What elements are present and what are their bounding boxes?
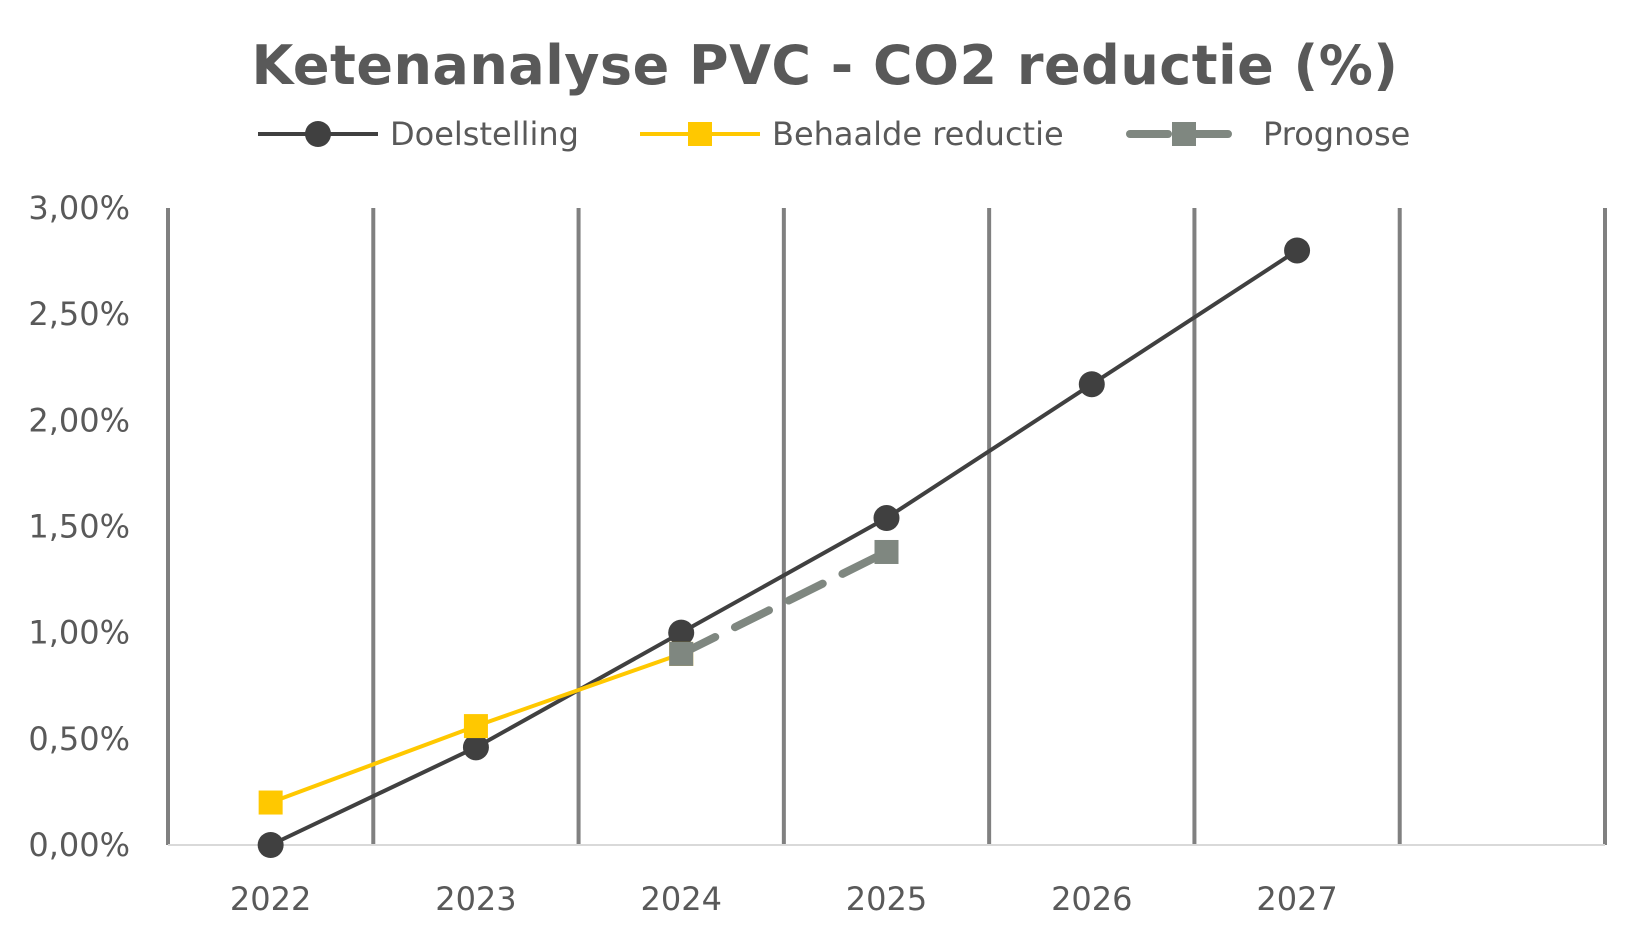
series-line-prognose xyxy=(677,547,891,658)
y-tick-label: 1,50% xyxy=(28,508,130,546)
data-point-behaalde-reductie xyxy=(463,714,488,739)
x-axis-ticks: 2022 2023 2024 2025 2026 2027 xyxy=(230,880,1338,918)
data-point-doelstelling xyxy=(668,619,695,646)
legend-swatch-marker xyxy=(305,121,331,147)
legend-swatch-marker xyxy=(1172,122,1196,146)
data-point-doelstelling xyxy=(462,734,489,761)
series-doelstelling xyxy=(257,237,1311,858)
data-point-doelstelling xyxy=(1078,371,1105,398)
x-tick-label: 2025 xyxy=(846,880,927,918)
gridlines xyxy=(166,208,1607,845)
series-behaalde-reductie xyxy=(258,641,694,815)
legend-item-behaalde-reductie: Behaalde reductie xyxy=(640,115,1064,153)
data-point-doelstelling xyxy=(1284,237,1311,264)
legend-label: Prognose xyxy=(1263,115,1410,153)
x-tick-label: 2023 xyxy=(435,880,516,918)
series-prognose xyxy=(669,539,899,666)
legend-swatch-marker xyxy=(688,122,712,146)
series-line-doelstelling xyxy=(269,248,1299,847)
x-tick-label: 2024 xyxy=(640,880,721,918)
y-axis-ticks: 0,00% 0,50% 1,00% 1,50% 2,00% 2,50% 3,00% xyxy=(28,189,130,864)
data-point-prognose xyxy=(874,539,899,564)
data-point-prognose xyxy=(669,641,694,666)
y-tick-label: 2,50% xyxy=(28,295,130,333)
y-tick-label: 0,50% xyxy=(28,720,130,758)
x-tick-label: 2026 xyxy=(1051,880,1132,918)
legend-item-doelstelling: Doelstelling xyxy=(258,115,579,153)
y-tick-label: 1,00% xyxy=(28,614,130,652)
series xyxy=(257,237,1311,858)
y-tick-label: 2,00% xyxy=(28,401,130,439)
data-point-doelstelling xyxy=(257,832,284,858)
legend-item-prognose: Prognose xyxy=(1126,115,1410,153)
x-tick-label: 2027 xyxy=(1256,880,1337,918)
y-tick-label: 3,00% xyxy=(28,189,130,227)
y-tick-label: 0,00% xyxy=(28,826,130,864)
legend-label: Behaalde reductie xyxy=(772,115,1064,153)
data-point-doelstelling xyxy=(873,505,900,532)
data-point-behaalde-reductie xyxy=(258,790,283,815)
x-tick-label: 2022 xyxy=(230,880,311,918)
chart-title: Ketenanalyse PVC - CO2 reductie (%) xyxy=(251,34,1399,97)
legend: Doelstelling Behaalde reductie Prognose xyxy=(258,115,1410,153)
legend-label: Doelstelling xyxy=(390,115,579,153)
